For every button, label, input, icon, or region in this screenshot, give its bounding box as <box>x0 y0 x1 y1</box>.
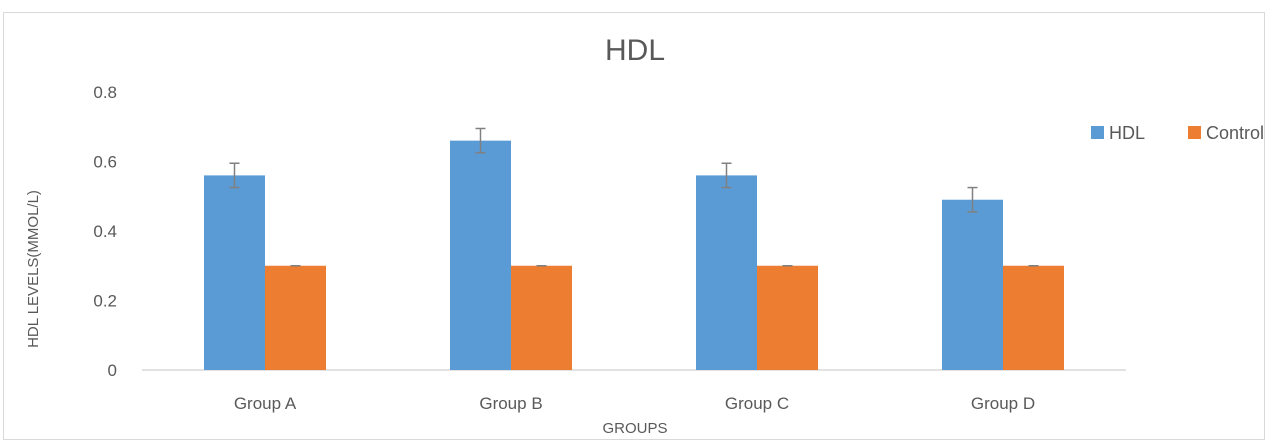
y-tick-label: 0.4 <box>93 222 117 241</box>
y-tick-label: 0.6 <box>93 153 117 172</box>
legend-item-hdl: HDL <box>1091 123 1145 143</box>
error-bar <box>229 162 240 189</box>
chart-title: HDL <box>605 34 665 67</box>
y-axis-ticks: 0 0.2 0.4 0.6 0.8 <box>93 83 117 380</box>
x-tick-label: Group D <box>971 394 1035 413</box>
y-axis-label: HDL LEVELS(MMOL/L) <box>25 190 42 348</box>
error-bar <box>967 186 978 213</box>
bar-hdl-group-a <box>204 175 265 370</box>
plot-area <box>204 127 1064 370</box>
bar-hdl-group-d <box>942 199 1003 370</box>
x-tick-label: Group B <box>479 394 542 413</box>
y-tick-label: 0 <box>108 361 117 380</box>
legend-label: HDL <box>1109 123 1145 143</box>
bar-hdl-group-b <box>450 140 511 370</box>
x-tick-label: Group A <box>234 394 297 413</box>
y-tick-label: 0.8 <box>93 83 117 102</box>
bar-control-group-d <box>1003 265 1064 370</box>
legend-swatch <box>1091 126 1104 139</box>
bar-control-group-b <box>511 265 572 370</box>
legend: HDL Control <box>1091 123 1264 143</box>
bar-hdl-group-c <box>696 175 757 370</box>
legend-label: Control <box>1206 123 1264 143</box>
y-tick-label: 0.2 <box>93 292 117 311</box>
bar-control-group-a <box>265 265 326 370</box>
x-axis-label: GROUPS <box>602 420 667 437</box>
x-axis-ticks: Group A Group B Group C Group D <box>234 394 1035 413</box>
x-tick-label: Group C <box>725 394 789 413</box>
error-bar <box>475 127 486 154</box>
legend-item-control: Control <box>1188 123 1264 143</box>
bar-control-group-c <box>757 265 818 370</box>
legend-swatch <box>1188 126 1201 139</box>
error-bar <box>721 162 732 189</box>
